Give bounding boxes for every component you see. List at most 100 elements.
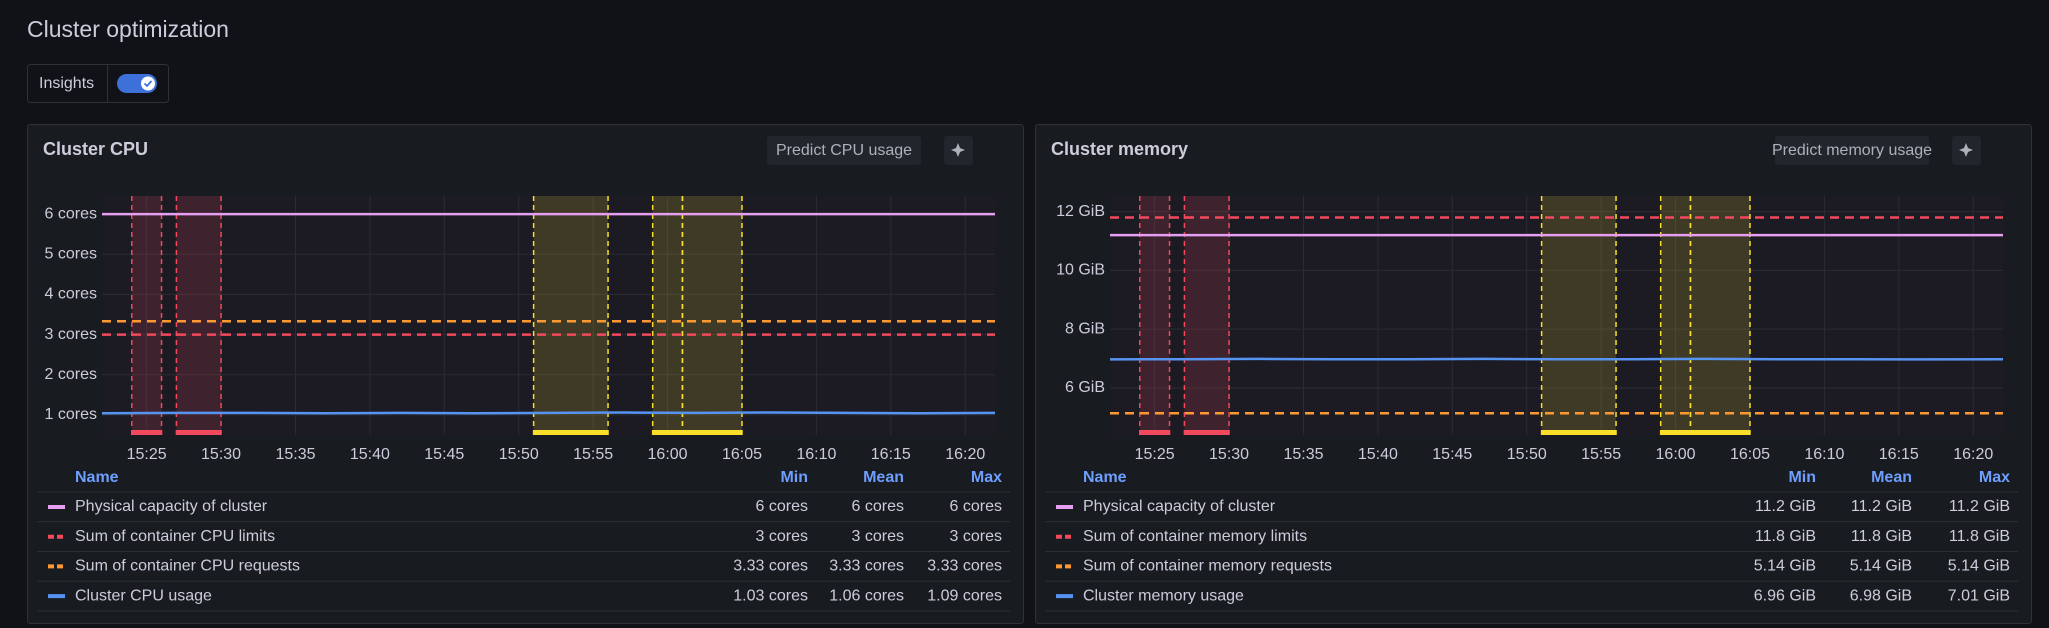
toggle-check [143, 80, 153, 88]
legend-name[interactable]: Physical capacity of cluster [1083, 498, 1276, 515]
region [682, 196, 742, 435]
x-tick-label: 15:40 [350, 446, 390, 463]
x-tick-label: 15:45 [424, 446, 464, 463]
legend-stat: 5.14 GiB [1754, 558, 1816, 575]
legend-stat: 1.03 cores [733, 587, 808, 604]
region [1139, 196, 1170, 435]
region [1541, 196, 1617, 435]
legend-stat: 3 cores [756, 528, 808, 545]
ai-icon[interactable] [1959, 143, 1973, 157]
y-tick-label: 1 cores [45, 406, 97, 423]
x-tick-label: 16:00 [1656, 446, 1696, 463]
y-tick-label: 4 cores [45, 286, 97, 303]
x-tick-label: 15:55 [573, 446, 613, 463]
predict-button-label[interactable]: Predict memory usage [1772, 142, 1932, 159]
legend-stat: 5.14 GiB [1948, 558, 2010, 575]
legend-header[interactable]: Min [780, 469, 808, 486]
legend-stat: 6.96 GiB [1754, 587, 1816, 604]
insights-toggle[interactable] [117, 74, 157, 93]
x-tick-label: 15:40 [1358, 446, 1398, 463]
legend-name[interactable]: Physical capacity of cluster [75, 498, 268, 515]
predict-button[interactable] [767, 136, 921, 165]
predict-button-label[interactable]: Predict CPU usage [776, 142, 912, 159]
series-line [101, 411, 996, 415]
region-bar [1541, 430, 1617, 435]
region-bar [131, 430, 162, 435]
legend-stat: 6 cores [756, 498, 808, 515]
legend-stat: 6 cores [950, 498, 1002, 515]
y-tick-label: 10 GiB [1056, 262, 1105, 279]
legend-stat: 11.2 GiB [1755, 498, 1816, 515]
legend-name[interactable]: Sum of container CPU limits [75, 528, 275, 545]
x-tick-label: 16:15 [871, 446, 911, 463]
insights-label: Insights [39, 75, 94, 92]
y-tick-label: 12 GiB [1056, 203, 1105, 220]
x-tick-label: 15:35 [1283, 446, 1323, 463]
legend-stat: 7.01 GiB [1948, 587, 2010, 604]
series-line [1109, 357, 2004, 361]
legend-stat: 11.2 GiB [1949, 498, 2010, 515]
legend-header[interactable]: Max [971, 469, 1002, 486]
panel-title: Cluster CPU [43, 139, 148, 159]
x-tick-label: 15:50 [499, 446, 539, 463]
x-tick-label: 16:10 [1804, 446, 1844, 463]
legend-stat: 11.8 GiB [1851, 528, 1912, 545]
y-tick-label: 5 cores [45, 245, 97, 262]
y-tick-label: 3 cores [45, 326, 97, 343]
legend-stat: 6.98 GiB [1850, 587, 1912, 604]
region [1690, 196, 1750, 435]
x-tick-label: 15:55 [1581, 446, 1621, 463]
y-tick-label: 6 GiB [1065, 379, 1105, 396]
region-bar [682, 430, 742, 435]
x-tick-label: 16:15 [1879, 446, 1919, 463]
y-tick-label: 6 cores [45, 205, 97, 222]
legend-stat: 1.09 cores [927, 587, 1002, 604]
region-bar [652, 430, 683, 435]
region-bar [1184, 430, 1230, 435]
legend-stat: 3.33 cores [829, 558, 904, 575]
region [1660, 196, 1691, 435]
legend-stat: 11.8 GiB [1949, 528, 2010, 545]
legend-name[interactable]: Cluster memory usage [1083, 587, 1244, 604]
x-tick-label: 16:05 [1730, 446, 1770, 463]
region [652, 196, 683, 435]
legend-stat: 5.14 GiB [1850, 558, 1912, 575]
region-bar [1139, 430, 1170, 435]
region-bar [533, 430, 609, 435]
region-bar [176, 430, 222, 435]
x-tick-label: 15:30 [1209, 446, 1249, 463]
x-tick-label: 16:00 [648, 446, 688, 463]
legend-stat: 3.33 cores [733, 558, 808, 575]
legend-header[interactable]: Mean [1871, 469, 1912, 486]
legend-header[interactable]: Min [1788, 469, 1816, 486]
x-tick-label: 15:25 [127, 446, 167, 463]
legend-header[interactable]: Name [75, 469, 119, 486]
x-tick-label: 15:50 [1507, 446, 1547, 463]
legend-name[interactable]: Sum of container CPU requests [75, 558, 300, 575]
legend-name[interactable]: Sum of container memory limits [1083, 528, 1307, 545]
x-tick-label: 15:25 [1135, 446, 1175, 463]
page-title: Cluster optimization [27, 16, 229, 42]
legend-stat: 3 cores [852, 528, 904, 545]
x-tick-label: 15:30 [201, 446, 241, 463]
region [533, 196, 609, 435]
legend-stat: 1.06 cores [829, 587, 904, 604]
legend-header[interactable]: Mean [863, 469, 904, 486]
x-tick-label: 16:05 [722, 446, 762, 463]
predict-button[interactable] [1775, 136, 1929, 165]
region-bar [1660, 430, 1691, 435]
y-tick-label: 8 GiB [1065, 320, 1105, 337]
legend-header[interactable]: Name [1083, 469, 1127, 486]
region [131, 196, 162, 435]
legend-stat: 6 cores [852, 498, 904, 515]
plot-area [102, 196, 995, 435]
legend-name[interactable]: Sum of container memory requests [1083, 558, 1332, 575]
x-tick-label: 15:35 [275, 446, 315, 463]
toggle-knob[interactable] [141, 76, 155, 91]
legend-name[interactable]: Cluster CPU usage [75, 587, 212, 604]
x-tick-label: 15:45 [1432, 446, 1472, 463]
ai-icon[interactable] [951, 143, 965, 157]
legend-header[interactable]: Max [1979, 469, 2010, 486]
